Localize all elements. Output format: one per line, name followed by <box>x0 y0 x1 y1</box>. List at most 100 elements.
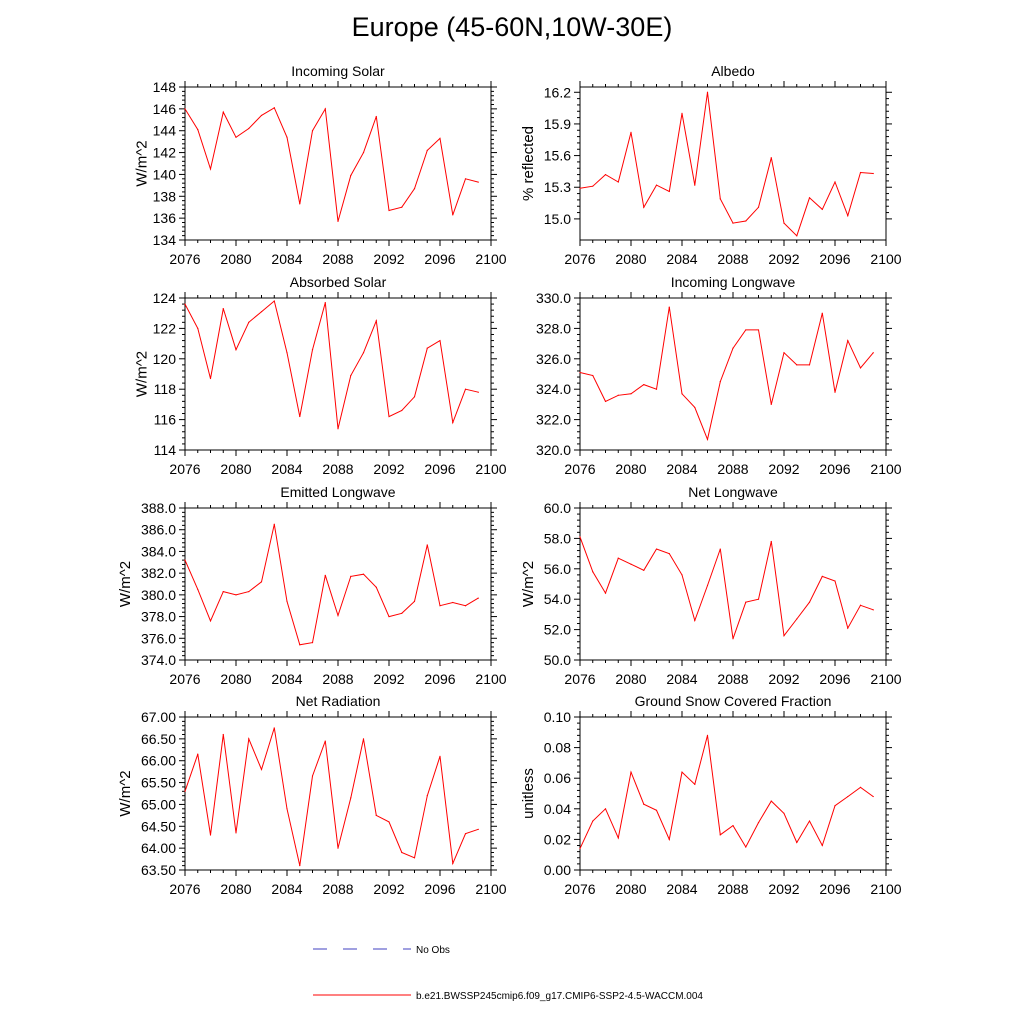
y-tick-label: 134 <box>153 232 177 248</box>
data-point <box>796 841 798 844</box>
y-tick-label: 0.00 <box>544 862 571 878</box>
y-tick-label: 0.08 <box>544 740 571 756</box>
data-point <box>209 377 212 380</box>
x-tick-label: 2080 <box>220 671 251 687</box>
series-line <box>184 300 479 429</box>
data-point <box>222 111 224 113</box>
x-tick-label: 2080 <box>615 461 646 477</box>
data-point <box>452 214 454 216</box>
y-axis-label: W/m^2 <box>133 351 150 397</box>
series-line <box>579 536 874 639</box>
y-tick-label: 384.0 <box>141 543 176 559</box>
x-tick-label: 2080 <box>615 671 646 687</box>
ground-snow-covered-fraction-panel: Ground Snow Covered Fraction 2076 2080 2084… <box>520 693 902 897</box>
x-tick-label: 2096 <box>819 461 850 477</box>
series-line <box>184 107 479 222</box>
x-tick-label: 2100 <box>475 461 506 477</box>
y-tick-label: 118 <box>154 381 177 397</box>
data-point <box>413 857 416 859</box>
emitted-longwave-panel: Emitted Longwave 2076 2080 2084 2088 2092 2096… <box>117 484 507 687</box>
data-point <box>592 571 594 573</box>
y-axis-label: W/m^2 <box>117 770 134 816</box>
data-point <box>770 800 772 802</box>
x-tick-label: 2084 <box>666 251 697 267</box>
x-tick-label: 2080 <box>220 881 251 897</box>
data-point <box>668 190 670 193</box>
data-point <box>732 347 734 349</box>
data-point <box>808 601 811 603</box>
x-tick-label: 2084 <box>666 671 697 687</box>
x-tick-label: 2076 <box>169 461 200 477</box>
y-tick-label: 124 <box>153 290 177 306</box>
y-tick-label: 15.3 <box>544 179 571 195</box>
net-radiation-panel: Net Radiation 2076 2080 2084 2088 2092 2096 210… <box>117 693 507 897</box>
data-point <box>834 391 836 393</box>
data-point <box>388 209 390 212</box>
data-point <box>350 575 352 578</box>
data-point <box>337 220 339 223</box>
data-point <box>439 137 441 139</box>
x-tick-label: 2076 <box>169 251 200 267</box>
data-point <box>617 394 619 396</box>
data-point <box>579 536 581 538</box>
data-point <box>668 553 670 555</box>
data-point <box>184 790 186 792</box>
data-point <box>235 832 237 834</box>
data-point <box>197 588 199 591</box>
data-point <box>604 592 607 594</box>
net-longwave-panel: Net Longwave 2076 2080 2084 2088 2092 2096 2100… <box>520 484 902 687</box>
data-point <box>197 327 199 329</box>
data-point <box>770 540 772 543</box>
data-point <box>299 203 301 205</box>
data-point <box>630 563 632 565</box>
data-point <box>617 837 619 839</box>
data-point <box>859 171 862 174</box>
y-tick-label: 67.00 <box>141 709 176 725</box>
data-point <box>273 300 275 302</box>
panel-title: Net Longwave <box>688 484 778 500</box>
data-point <box>808 197 811 199</box>
data-point <box>477 828 479 830</box>
y-tick-label: 16.2 <box>544 84 571 100</box>
x-tick-label: 2084 <box>271 251 302 267</box>
y-tick-label: 64.00 <box>141 840 176 856</box>
panel-title: Ground Snow Covered Fraction <box>635 693 832 709</box>
data-point <box>745 220 747 222</box>
y-tick-label: 146 <box>153 101 177 117</box>
data-point <box>643 384 645 386</box>
y-axis-label: % reflected <box>520 126 537 201</box>
data-point <box>426 347 428 349</box>
y-tick-label: 120 <box>153 351 177 367</box>
x-tick-label: 2084 <box>666 881 697 897</box>
data-point <box>783 812 785 814</box>
plot-frame <box>579 716 887 871</box>
data-point <box>362 738 365 740</box>
data-point <box>694 184 696 186</box>
x-tick-label: 2096 <box>819 671 850 687</box>
data-point <box>681 771 683 773</box>
x-tick-label: 2088 <box>717 251 748 267</box>
data-point <box>222 591 224 593</box>
data-point <box>184 559 186 561</box>
data-point <box>324 108 326 110</box>
y-tick-label: 382.0 <box>141 565 176 581</box>
y-tick-label: 65.00 <box>141 796 176 812</box>
panel-title: Net Radiation <box>296 693 381 709</box>
y-tick-label: 138 <box>153 188 177 204</box>
data-point <box>668 306 670 308</box>
data-point <box>197 129 199 131</box>
y-tick-label: 324.0 <box>536 381 571 397</box>
data-point <box>579 371 581 374</box>
data-point <box>286 808 288 810</box>
data-point <box>350 174 352 177</box>
data-point <box>859 604 862 606</box>
data-point <box>184 303 186 305</box>
y-tick-label: 64.50 <box>141 818 176 834</box>
data-point <box>209 834 212 836</box>
data-point <box>706 91 709 93</box>
data-point <box>464 388 467 390</box>
data-point <box>770 157 772 159</box>
data-point <box>222 733 224 736</box>
data-point <box>834 805 836 807</box>
data-point <box>630 771 632 773</box>
